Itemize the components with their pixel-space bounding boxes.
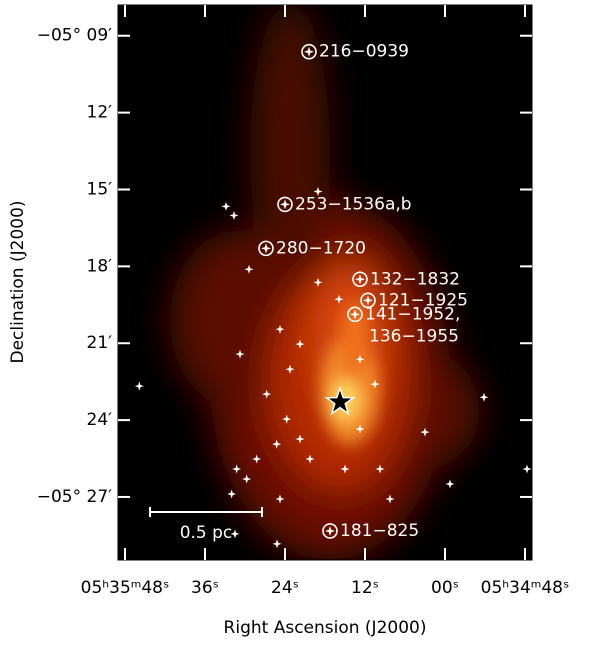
source-label: 136−1955: [369, 326, 459, 346]
source-label: 280−1720: [276, 238, 366, 258]
star-point: [272, 439, 282, 449]
x-axis-label: Right Ascension (J2000): [224, 618, 427, 638]
source-marker: [360, 292, 376, 309]
source-label: 216−0939: [319, 42, 409, 62]
star-point: [272, 539, 282, 549]
plot-frame: [117, 4, 533, 561]
source-label: 132−1832: [370, 269, 460, 289]
star-point: [232, 464, 242, 474]
y-axis-label: Declination (J2000): [8, 200, 28, 363]
source-label: 141−1952,: [365, 304, 460, 324]
y-tick-label: 24′: [87, 410, 113, 430]
star-point: [235, 349, 245, 359]
star-point: [522, 464, 532, 474]
source-label: 253−1536a,b: [295, 194, 412, 214]
star-point: [313, 277, 323, 287]
x-tick-label: 00ˢ: [431, 578, 459, 598]
y-tick-label: 15′: [87, 179, 113, 199]
star-point: [385, 494, 395, 504]
star-point: [134, 381, 144, 391]
exciting-star: [324, 385, 356, 416]
source-cross: [355, 274, 365, 285]
star-point: [445, 479, 455, 489]
x-tick-label: 05ʰ35ᵐ48ˢ: [81, 578, 170, 598]
y-tick-label: −05° 09′: [37, 26, 112, 46]
star-point: [305, 454, 315, 464]
source-cross: [325, 525, 335, 536]
nebula: [170, 5, 480, 560]
source-cross: [304, 46, 314, 57]
y-tick-label: −05° 27′: [37, 487, 112, 507]
star-point: [230, 529, 240, 539]
star-point: [375, 464, 385, 474]
star-point: [355, 354, 365, 364]
source-cross: [363, 295, 373, 306]
star-point: [355, 424, 365, 434]
source-label: 121−1925: [378, 290, 468, 310]
star-point: [340, 464, 350, 474]
x-tick-label: 05ʰ34ᵐ48ˢ: [481, 578, 570, 598]
y-tick-label: 12′: [87, 103, 113, 123]
star-point: [275, 494, 285, 504]
star-point: [229, 210, 239, 220]
star-point: [370, 379, 380, 389]
source-label: 181−825: [340, 521, 419, 541]
star-point: [282, 414, 292, 424]
star-point: [334, 294, 344, 304]
star-point: [479, 392, 489, 402]
source-marker: [352, 271, 368, 288]
star-point: [252, 454, 262, 464]
star-point: [242, 474, 252, 484]
x-tick-label: 36ˢ: [191, 578, 219, 598]
source-marker: [301, 43, 317, 60]
x-tick-label: 12ˢ: [351, 578, 379, 598]
y-tick-label: 21′: [87, 333, 113, 353]
star-point: [244, 264, 254, 274]
star-point: [313, 186, 323, 196]
star-point: [285, 364, 295, 374]
source-marker: [277, 196, 293, 213]
source-marker: [322, 523, 338, 539]
x-tick-label: 24ˢ: [271, 578, 299, 598]
scale-bar-label: 0.5 pc: [180, 523, 233, 543]
source-cross: [350, 309, 360, 320]
y-tick-label: 18′: [87, 256, 113, 276]
source-marker: [347, 306, 363, 323]
star-point: [275, 324, 285, 334]
source-cross: [261, 243, 271, 254]
star-point: [227, 489, 237, 499]
star-point: [262, 389, 272, 399]
star-point: [295, 434, 305, 444]
star-point: [420, 427, 430, 437]
source-cross: [280, 199, 290, 210]
star-point: [295, 339, 305, 349]
star-point: [221, 201, 231, 211]
source-marker: [258, 240, 274, 257]
